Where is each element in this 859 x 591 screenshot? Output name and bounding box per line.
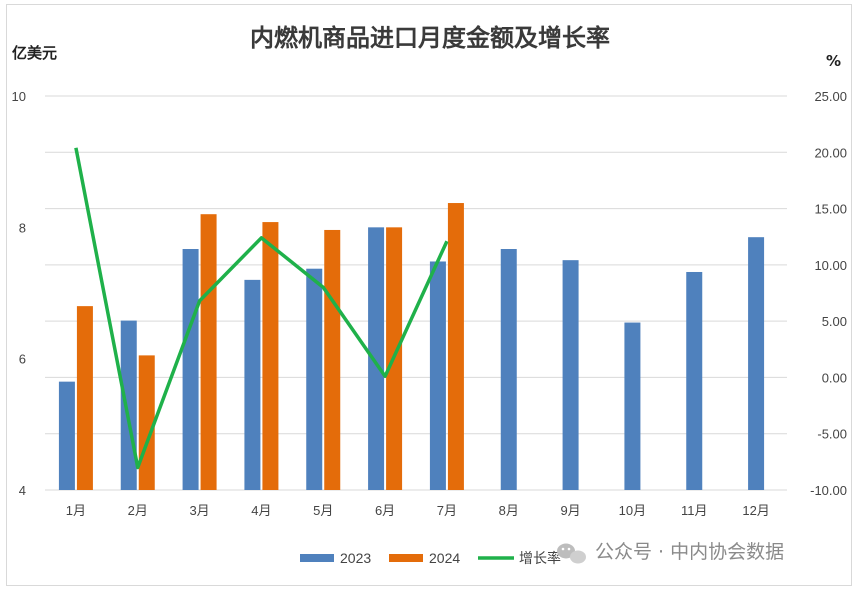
x-tick-label: 1月 bbox=[66, 503, 86, 518]
x-tick-label: 8月 bbox=[499, 503, 519, 518]
bar-2023 bbox=[562, 260, 579, 490]
right-axis-unit: % bbox=[826, 52, 841, 70]
x-tick-label: 9月 bbox=[560, 503, 580, 518]
x-tick-label: 5月 bbox=[313, 503, 333, 518]
right-tick-label: -10.00 bbox=[810, 483, 847, 498]
bar-2023 bbox=[429, 261, 446, 490]
growth-line-group bbox=[74, 147, 449, 470]
bar-2023 bbox=[748, 237, 765, 490]
watermark-text: 公众号 · 中内协会数据 bbox=[595, 541, 784, 563]
left-tick-label: 10 bbox=[12, 89, 26, 104]
gridlines bbox=[45, 95, 787, 491]
x-tick-label: 2月 bbox=[128, 503, 148, 518]
bar-2023 bbox=[182, 249, 199, 490]
x-tick-label: 7月 bbox=[437, 503, 457, 518]
bar-2024 bbox=[324, 229, 341, 490]
legend: 2023 2024 增长率 bbox=[300, 550, 561, 566]
bar-2024 bbox=[76, 306, 93, 490]
bars-group bbox=[58, 203, 765, 491]
bar-2024 bbox=[138, 355, 155, 490]
growth-rate-line bbox=[74, 147, 449, 470]
left-tick-label: 6 bbox=[19, 352, 26, 367]
wechat-icon bbox=[557, 543, 586, 564]
watermark: 公众号 · 中内协会数据 bbox=[557, 541, 784, 564]
x-tick-label: 10月 bbox=[619, 503, 646, 518]
bar-2023 bbox=[686, 271, 703, 490]
bar-2023 bbox=[244, 279, 261, 490]
x-tick-label: 11月 bbox=[681, 503, 708, 518]
right-tick-label: 5.00 bbox=[822, 314, 847, 329]
right-tick-label: 15.00 bbox=[814, 202, 847, 217]
x-tick-label: 6月 bbox=[375, 503, 395, 518]
bar-2023 bbox=[624, 322, 641, 490]
right-tick-label: 0.00 bbox=[822, 370, 847, 385]
left-tick-label: 4 bbox=[19, 483, 26, 498]
bar-2023 bbox=[368, 227, 385, 491]
tick-labels: -10.00 -5.00 0.00 5.00 10.00 15.00 20.00 25.00 4… bbox=[12, 89, 847, 518]
bar-2023 bbox=[58, 381, 75, 490]
bar-2024 bbox=[262, 222, 279, 490]
bar-2023 bbox=[306, 268, 323, 490]
right-tick-label: 20.00 bbox=[814, 145, 847, 160]
x-tick-label: 12月 bbox=[742, 503, 769, 518]
bar-2023 bbox=[500, 249, 517, 490]
legend-label-2024: 2024 bbox=[429, 550, 460, 566]
legend-label-2023: 2023 bbox=[340, 550, 371, 566]
x-tick-label: 4月 bbox=[251, 503, 271, 518]
right-tick-label: 25.00 bbox=[814, 89, 847, 104]
x-tick-label: 3月 bbox=[189, 503, 209, 518]
bar-2024 bbox=[447, 203, 464, 490]
bar-2023 bbox=[120, 320, 137, 490]
chart-title: 内燃机商品进口月度金额及增长率 bbox=[250, 24, 610, 52]
right-tick-label: 10.00 bbox=[814, 258, 847, 273]
bar-2024 bbox=[200, 214, 217, 490]
legend-swatch-2024 bbox=[389, 554, 423, 562]
legend-swatch-2023 bbox=[300, 554, 334, 562]
left-tick-label: 8 bbox=[19, 220, 26, 235]
legend-label-growth: 增长率 bbox=[519, 550, 561, 566]
right-tick-label: -5.00 bbox=[817, 427, 847, 442]
left-axis-unit: 亿美元 bbox=[12, 44, 57, 62]
